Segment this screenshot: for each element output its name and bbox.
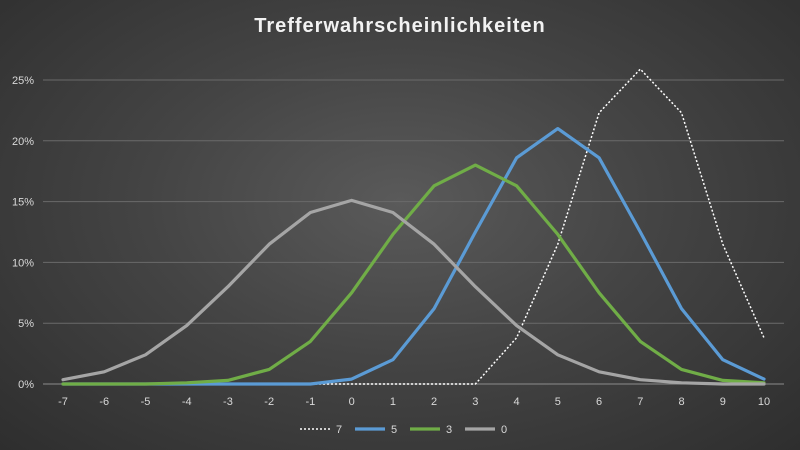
gridlines	[43, 79, 784, 324]
legend-label-3: 3	[446, 424, 452, 436]
x-tick-label: 5	[555, 396, 561, 408]
x-tick-label: 3	[472, 396, 478, 408]
x-tick-label: 0	[349, 396, 355, 408]
legend-label-7: 7	[336, 424, 342, 436]
series-lines	[61, 68, 766, 386]
x-tick-label: 9	[720, 396, 726, 408]
x-tick-label: -4	[182, 396, 192, 408]
x-tick-label: 6	[596, 396, 602, 408]
x-tick-label: 4	[514, 396, 520, 408]
x-tick-label: -1	[306, 396, 316, 408]
series-line-5	[61, 127, 766, 386]
x-tick-label: 1	[390, 396, 396, 408]
y-tick-label: 5%	[18, 318, 34, 330]
x-tick-label: 7	[637, 396, 643, 408]
legend-label-5: 5	[391, 424, 397, 436]
series-line-3	[61, 163, 766, 386]
x-tick-label: -3	[223, 396, 233, 408]
x-tick-label: 2	[431, 396, 437, 408]
series-line-0	[61, 198, 766, 386]
x-tick-label: -5	[141, 396, 151, 408]
y-tick-label: 25%	[12, 75, 34, 87]
legend: 7 5 3 0	[300, 424, 507, 436]
y-tick-label: 0%	[18, 379, 34, 391]
x-tick-label: 8	[678, 396, 684, 408]
x-tick-label: -2	[264, 396, 274, 408]
x-tick-label: 10	[758, 396, 770, 408]
x-tick-label: -6	[99, 396, 109, 408]
chart-title: Trefferwahrscheinlichkeiten	[254, 15, 546, 37]
x-tick-label: -7	[58, 396, 68, 408]
y-tick-label: 20%	[12, 136, 34, 148]
y-tick-label: 10%	[12, 257, 34, 269]
axes: 0% 5% 10% 15% 20% 25% -7 -6 -5 -4 -3 -2 -1 0 1 2 3 4 5 6 7 8 9…	[12, 75, 784, 408]
legend-label-0: 0	[501, 424, 507, 436]
y-tick-label: 15%	[12, 197, 34, 209]
